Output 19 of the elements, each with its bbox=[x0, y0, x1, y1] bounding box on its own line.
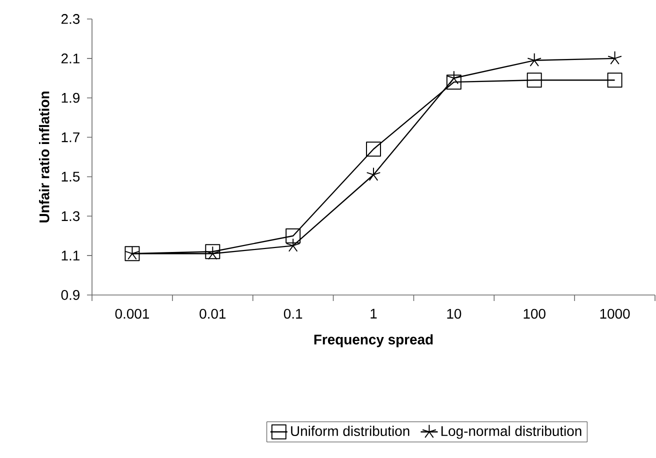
y-tick-label: 1.5 bbox=[62, 172, 80, 182]
x-tick-label: 1000 bbox=[600, 308, 630, 319]
x-tick-label: 10 bbox=[447, 308, 462, 319]
x-tick-label: 0.1 bbox=[284, 308, 302, 319]
legend-label: Uniform distribution bbox=[291, 426, 410, 436]
y-axis-title: Unfair ratio inflation bbox=[39, 92, 50, 222]
y-tick-label: 0.9 bbox=[61, 290, 80, 300]
legend-label: Log-normal distribution bbox=[441, 426, 582, 439]
y-tick-label: 1.7 bbox=[62, 132, 80, 142]
x-tick-label: 100 bbox=[524, 308, 546, 319]
x-tick-label: 0.001 bbox=[115, 308, 149, 319]
x-tick-label: 1 bbox=[370, 308, 377, 318]
y-tick-label: 1.1 bbox=[62, 250, 80, 260]
y-tick-label: 1.9 bbox=[62, 92, 80, 103]
x-tick-label: 0.01 bbox=[200, 308, 226, 319]
y-tick-label: 2.3 bbox=[61, 14, 80, 24]
x-axis-title: Frequency spread bbox=[314, 334, 433, 348]
y-tick-label: 1.3 bbox=[62, 211, 80, 222]
y-tick-label: 2.1 bbox=[61, 54, 80, 64]
